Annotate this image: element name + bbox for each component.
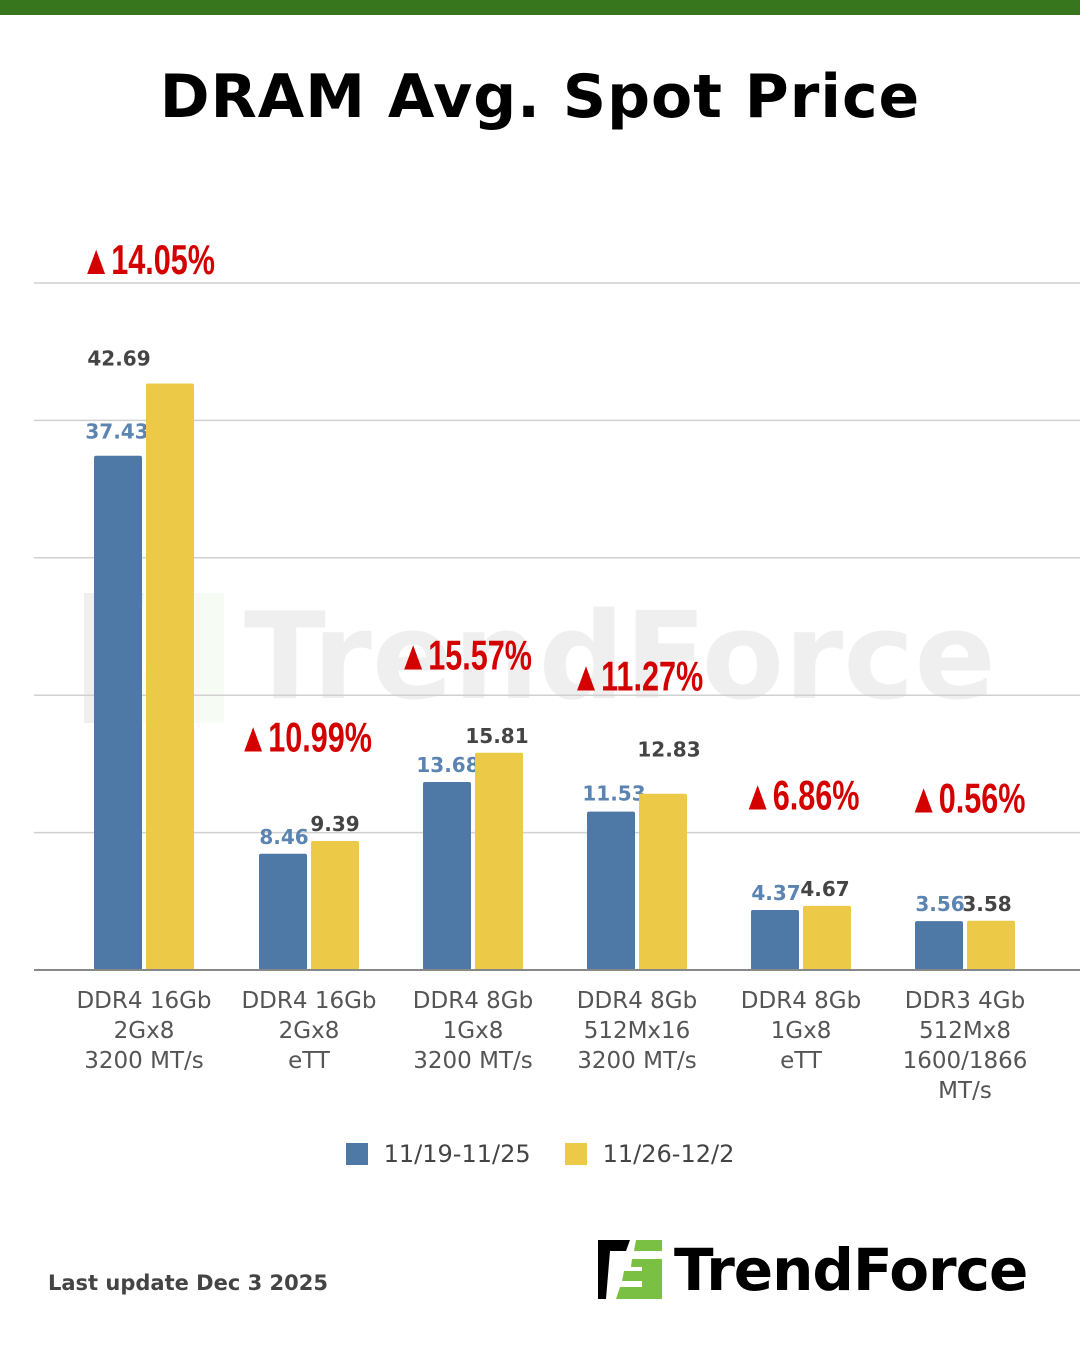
change-label: ▲11.27% (571, 653, 703, 700)
category-label: DDR4 16Gb (76, 988, 211, 1014)
data-label: 3.56 (915, 892, 964, 916)
watermark-text: TrendForce (244, 588, 996, 727)
bar-series-2 (967, 920, 1015, 970)
change-label: ▲10.99% (238, 714, 372, 761)
legend-item-series-1: 11/19-11/25 (345, 1140, 531, 1168)
category-label: 1Gx8 (771, 1018, 832, 1044)
last-update: Last update Dec 3 2025 (48, 1271, 328, 1295)
change-label: ▲15.57% (398, 632, 532, 679)
bar-series-2 (475, 752, 523, 970)
data-label: 11.53 (582, 782, 645, 806)
legend-swatch-yellow (564, 1143, 587, 1165)
bar-series-2 (146, 383, 194, 970)
data-label: 42.69 (87, 346, 150, 370)
chart-title: DRAM Avg. Spot Price (159, 62, 921, 132)
legend-label: 11/19-11/25 (383, 1140, 531, 1168)
change-label: ▲14.05% (81, 237, 215, 284)
bar-series-1 (915, 921, 963, 970)
legend-item-series-2: 11/26-12/2 (564, 1140, 735, 1168)
data-label: 8.46 (259, 825, 308, 849)
bar-series-1 (751, 909, 799, 970)
category-label: 3200 MT/s (84, 1048, 203, 1074)
category-label: DDR4 8Gb (413, 988, 533, 1014)
bar-series-2 (311, 840, 359, 970)
category-label: 512Mx8 (919, 1018, 1011, 1044)
trendforce-logo-icon (598, 1240, 662, 1299)
category-label: eTT (780, 1048, 823, 1074)
data-label: 4.37 (751, 881, 800, 905)
category-label: DDR3 4Gb (905, 988, 1025, 1014)
bar-series-1 (94, 455, 142, 970)
data-label: 15.81 (465, 724, 528, 748)
data-label: 3.58 (962, 892, 1011, 916)
category-label: 3200 MT/s (413, 1048, 532, 1074)
change-label: ▲6.86% (742, 772, 859, 819)
data-label: 37.43 (85, 420, 148, 444)
category-label: 1Gx8 (443, 1018, 504, 1044)
logo-text: TrendForce (674, 1236, 1028, 1304)
category-label: eTT (288, 1048, 331, 1074)
legend-label: 11/26-12/2 (602, 1140, 735, 1168)
data-label: 13.68 (416, 753, 479, 777)
category-label: 512Mx16 (584, 1018, 691, 1044)
category-label: DDR4 16Gb (241, 988, 376, 1014)
bar-series-1 (423, 782, 471, 970)
bar-series-2 (639, 793, 687, 970)
trendforce-logo: TrendForce (596, 1236, 1028, 1304)
category-label: 3200 MT/s (577, 1048, 696, 1074)
data-label: 9.39 (310, 812, 359, 836)
data-label: 12.83 (637, 738, 700, 762)
category-label: 2Gx8 (114, 1018, 175, 1044)
category-label: 1600/1866 (903, 1048, 1028, 1074)
bar-series-1 (259, 853, 307, 970)
category-label: DDR4 8Gb (741, 988, 861, 1014)
bar-series-1 (587, 811, 635, 970)
change-label: ▲0.56% (908, 775, 1025, 822)
bar-series-2 (803, 905, 851, 970)
data-label: 4.67 (800, 877, 849, 901)
legend-swatch-blue (345, 1143, 368, 1165)
top-bar (0, 0, 1080, 15)
category-label: DDR4 8Gb (577, 988, 697, 1014)
category-label: MT/s (938, 1078, 992, 1104)
legend: 11/19-11/25 11/26-12/2 (0, 1140, 1080, 1168)
category-label: 2Gx8 (279, 1018, 340, 1044)
